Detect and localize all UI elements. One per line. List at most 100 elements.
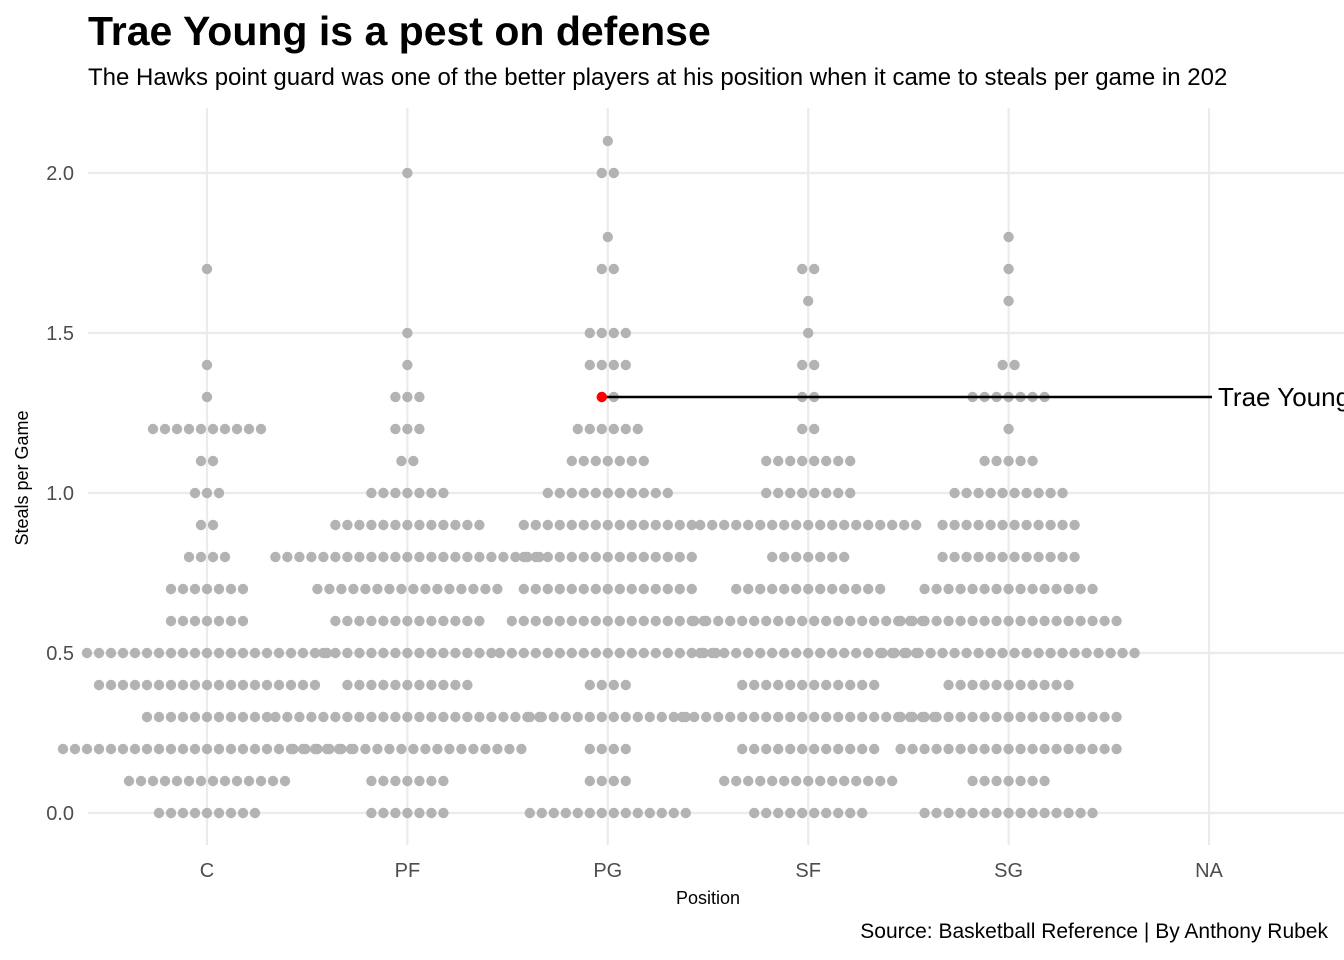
data-dot: [189, 487, 201, 499]
data-dot: [1003, 615, 1014, 627]
data-dot: [851, 583, 862, 595]
data-dot: [402, 551, 413, 563]
data-dot: [189, 583, 201, 595]
data-dot: [803, 583, 814, 595]
data-dot: [578, 519, 589, 531]
data-dot: [650, 519, 661, 531]
data-dot: [899, 519, 910, 531]
data-dot: [566, 583, 577, 595]
data-dot: [294, 551, 305, 563]
data-dot: [378, 615, 389, 627]
data-dot: [542, 519, 553, 531]
data-dot: [324, 583, 335, 595]
data-dot: [809, 679, 820, 691]
data-dot: [213, 679, 225, 691]
data-dot: [486, 551, 497, 563]
data-dot: [815, 583, 826, 595]
data-dot: [650, 551, 661, 563]
data-dot: [1075, 807, 1086, 819]
data-dot: [779, 551, 790, 563]
data-dot: [725, 615, 736, 627]
data-dot: [486, 647, 497, 659]
data-dot: [755, 775, 766, 787]
data-dot: [596, 423, 607, 435]
data-dot: [426, 551, 437, 563]
data-dot: [153, 679, 165, 691]
data-dot: [231, 775, 243, 787]
data-dot: [273, 679, 285, 691]
data-dot: [626, 487, 637, 499]
data-dot: [725, 711, 736, 723]
x-tick-label: PF: [395, 860, 421, 882]
data-dot: [1033, 519, 1044, 531]
data-dot: [773, 455, 784, 467]
data-dot: [827, 519, 838, 531]
data-dot: [530, 519, 541, 531]
data-dot: [1039, 743, 1050, 755]
data-dot: [584, 423, 595, 435]
data-dot: [1051, 583, 1062, 595]
data-dot: [390, 615, 401, 627]
data-dot: [402, 391, 413, 403]
data-dot: [450, 679, 461, 691]
data-dot: [1021, 519, 1032, 531]
data-dot: [869, 711, 880, 723]
data-dot: [851, 519, 862, 531]
data-dot: [602, 487, 613, 499]
data-dot: [498, 551, 509, 563]
data-dot: [1087, 743, 1098, 755]
data-dot: [785, 487, 796, 499]
data-dot: [955, 679, 966, 691]
data-dot: [360, 583, 371, 595]
x-tick-label: NA: [1195, 860, 1223, 882]
data-dot: [1069, 551, 1080, 563]
data-dot: [261, 743, 273, 755]
data-dot: [821, 679, 832, 691]
data-dot: [803, 775, 814, 787]
data-dot: [1003, 711, 1014, 723]
data-dot: [1063, 807, 1074, 819]
data-dot: [554, 615, 565, 627]
data-dot: [1033, 551, 1044, 563]
data-dot: [270, 711, 281, 723]
data-dot: [309, 679, 321, 691]
data-dot: [821, 743, 832, 755]
data-dot: [1033, 487, 1044, 499]
data-dot: [402, 423, 413, 435]
data-dot: [1087, 711, 1098, 723]
data-dot: [330, 519, 341, 531]
data-dot: [348, 583, 359, 595]
data-dot: [620, 775, 631, 787]
data-dot: [851, 647, 862, 659]
data-dot: [815, 647, 826, 659]
data-dot: [1111, 743, 1122, 755]
data-dot: [590, 455, 601, 467]
data-dot: [1003, 583, 1014, 595]
data-dot: [498, 711, 509, 723]
data-dot: [1075, 583, 1086, 595]
data-dot: [1015, 615, 1026, 627]
data-dot: [213, 743, 225, 755]
data-dot: [889, 647, 900, 659]
data-dot: [249, 743, 261, 755]
data-dot: [967, 711, 978, 723]
data-dot: [342, 519, 353, 531]
data-dot: [372, 583, 383, 595]
data-dot: [249, 647, 261, 659]
data-dot: [324, 743, 335, 755]
data-dot: [81, 743, 93, 755]
data-dot: [845, 615, 856, 627]
data-dot: [767, 775, 778, 787]
data-dot: [674, 583, 685, 595]
data-dot: [608, 807, 619, 819]
data-dot: [1003, 743, 1014, 755]
data-dot: [779, 775, 790, 787]
data-dot: [602, 519, 613, 531]
data-dot: [147, 423, 159, 435]
data-dot: [791, 551, 802, 563]
data-dot: [833, 615, 844, 627]
data-dot: [997, 647, 1008, 659]
data-dot: [201, 807, 213, 819]
data-dot: [590, 647, 601, 659]
data-dot: [171, 423, 183, 435]
